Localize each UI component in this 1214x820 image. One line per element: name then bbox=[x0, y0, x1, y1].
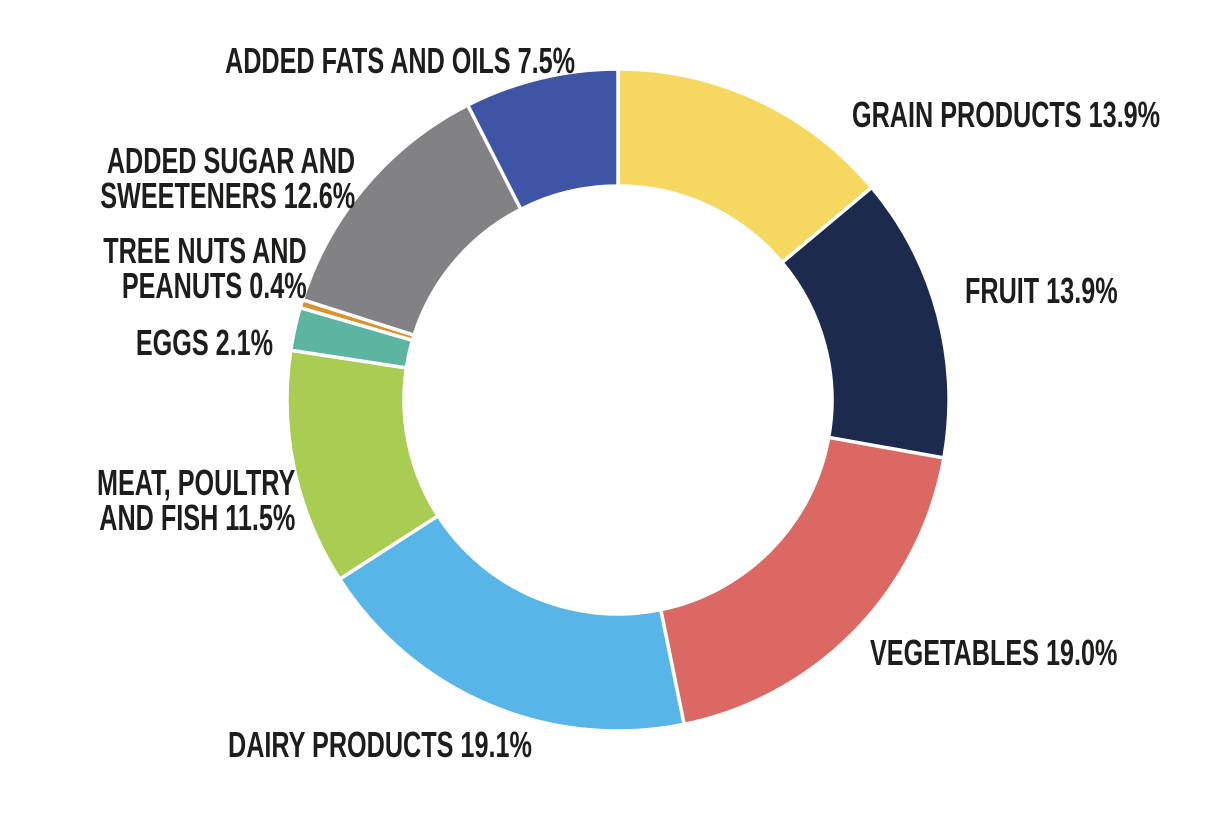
slice-label-text: TREE NUTS AND bbox=[103, 230, 307, 271]
slice-label-text: FRUIT 13.9% bbox=[965, 270, 1118, 311]
pie-slice-vegetables bbox=[658, 435, 946, 727]
slice-label-text: ADDED SUGAR AND bbox=[106, 140, 355, 181]
slice-label-text: GRAIN PRODUCTS 13.9% bbox=[852, 94, 1161, 135]
slice-label-text: SWEETENERS 12.6% bbox=[100, 175, 355, 216]
slice-label-text: VEGETABLES 19.0% bbox=[870, 632, 1118, 673]
slice-label-added-fats-and-oils: ADDED FATS AND OILS 7.5% bbox=[225, 40, 576, 81]
slice-label-text: PEANUTS 0.4% bbox=[122, 265, 307, 306]
slice-label-text: AND FISH 11.5% bbox=[98, 497, 295, 538]
slice-label-eggs: EGGS 2.1% bbox=[135, 322, 273, 363]
slice-label-dairy-products: DAIRY PRODUCTS 19.1% bbox=[228, 724, 532, 765]
slice-label-text: ADDED FATS AND OILS 7.5% bbox=[225, 40, 576, 81]
slice-label-grain-products: GRAIN PRODUCTS 13.9% bbox=[852, 94, 1161, 135]
slice-label-text: EGGS 2.1% bbox=[135, 322, 273, 363]
pie-slice-dairy-products bbox=[337, 514, 686, 733]
slice-label-vegetables: VEGETABLES 19.0% bbox=[870, 632, 1118, 673]
slice-label-text: DAIRY PRODUCTS 19.1% bbox=[228, 724, 532, 765]
slice-label-tree-nuts-and-peanuts: TREE NUTS AND PEANUTS 0.4% bbox=[103, 230, 307, 306]
slice-label-fruit: FRUIT 13.9% bbox=[965, 270, 1118, 311]
pie-slice-added-fats-and-oils bbox=[465, 67, 620, 212]
slice-label-meat-poultry-and-fish: MEAT, POULTRY AND FISH 11.5% bbox=[96, 462, 295, 538]
slice-label-text: MEAT, POULTRY bbox=[96, 462, 295, 503]
slice-label-added-sugar-and-sweeteners: ADDED SUGAR AND SWEETENERS 12.6% bbox=[100, 140, 355, 216]
